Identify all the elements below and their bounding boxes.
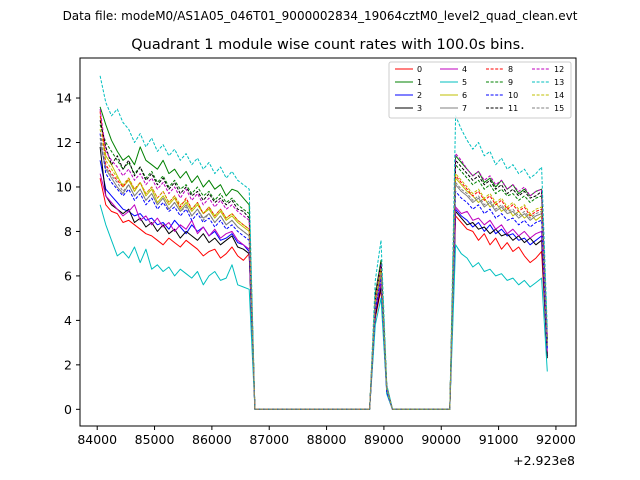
legend-label-6: 6 [462,91,467,100]
y-axis: 0 2 4 6 8 10 12 14 [56,91,80,417]
y-tick-label: 12 [56,135,72,150]
legend-label-1: 1 [417,78,422,87]
legend-label-3: 3 [417,104,422,113]
x-tick-label: 87000 [249,432,289,447]
x-tick-label: 88000 [307,432,347,447]
series-line-7 [99,142,548,410]
series-line-1 [99,106,548,410]
legend-label-11: 11 [508,104,518,113]
legend-label-15: 15 [554,104,564,113]
x-tick-label: 86000 [192,432,232,447]
series-line-14 [99,129,548,410]
series-line-11 [99,120,548,410]
y-tick-label: 10 [56,179,72,194]
x-tick-label: 85000 [135,432,175,447]
x-tick-label: 91000 [479,432,519,447]
series-line-6 [99,115,548,410]
y-tick-label: 14 [56,91,72,106]
series-line-13 [99,75,548,410]
legend-label-7: 7 [462,104,467,113]
x-tick-label: 89000 [364,432,404,447]
x-tick-label: 90000 [421,432,461,447]
legend-label-5: 5 [462,78,467,87]
legend-label-9: 9 [508,78,513,87]
legend-label-0: 0 [417,65,422,74]
series-line-9 [99,124,548,410]
x-axis: 84000 85000 86000 87000 88000 89000 90000 91000… [77,426,576,447]
y-tick-label: 2 [64,357,72,372]
series-line-12 [99,109,548,410]
chart-suptitle: Data file: modeM0/AS1A05_046T01_90000028… [63,9,578,23]
legend-label-10: 10 [508,91,518,100]
series-line-5 [99,204,548,410]
legend-label-4: 4 [462,65,467,74]
y-tick-label: 0 [64,402,72,417]
series-line-8 [99,111,548,410]
series-line-3 [99,146,548,410]
chart-title: Quadrant 1 module wise count rates with … [131,37,525,53]
series-lines [99,75,548,410]
x-tick-label: 84000 [77,432,117,447]
legend-label-12: 12 [554,65,564,74]
series-line-0 [99,177,548,410]
x-offset-label: +2.923e8 [513,453,575,468]
series-line-4 [99,173,548,410]
legend-label-2: 2 [417,91,422,100]
y-tick-label: 6 [64,268,72,283]
plot-frame [79,57,577,427]
y-tick-label: 4 [64,313,72,328]
legend-label-13: 13 [554,78,564,87]
legend-box [388,61,572,119]
legend-label-8: 8 [508,65,513,74]
legend-label-14: 14 [554,91,564,100]
series-line-15 [99,137,548,410]
y-tick-label: 8 [64,224,72,239]
x-tick-label: 92000 [536,432,576,447]
